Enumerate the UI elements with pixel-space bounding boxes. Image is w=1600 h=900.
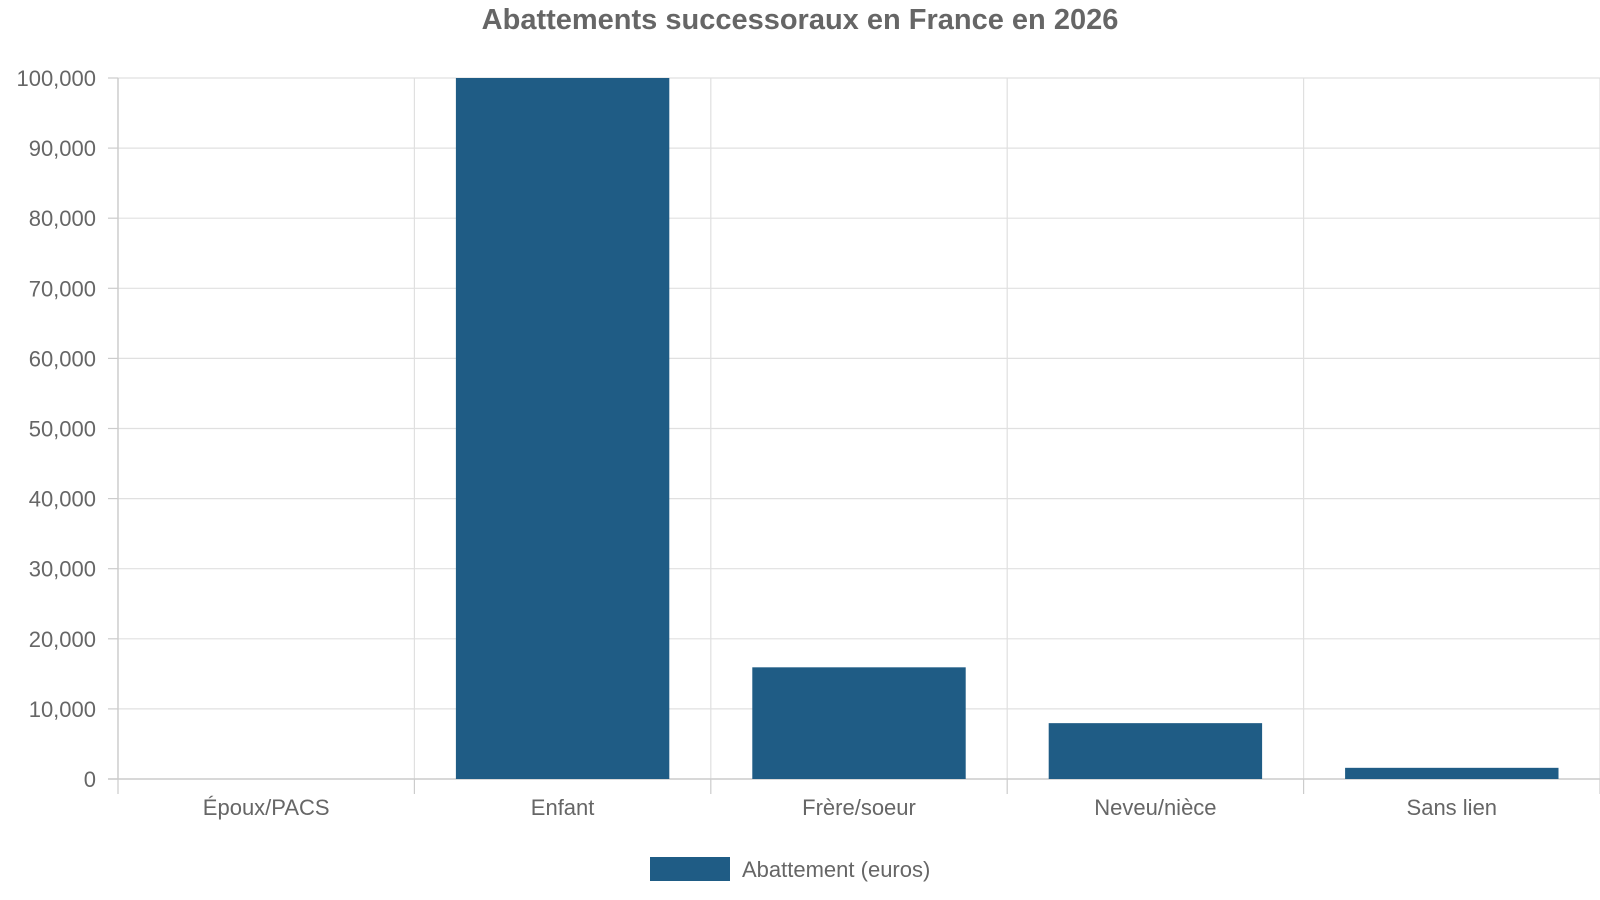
- y-tick-label: 0: [84, 767, 96, 792]
- x-tick-label: Enfant: [531, 795, 595, 820]
- x-tick-label: Neveu/nièce: [1094, 795, 1216, 820]
- y-tick-label: 10,000: [29, 697, 96, 722]
- y-tick-label: 60,000: [29, 346, 96, 371]
- y-tick-label: 20,000: [29, 627, 96, 652]
- y-tick-label: 30,000: [29, 557, 96, 582]
- legend[interactable]: Abattement (euros): [650, 857, 930, 882]
- legend-swatch[interactable]: [650, 857, 730, 881]
- x-axis-ticks: Époux/PACS Enfant Frère/soeur Neveu/nièce Sa…: [117, 779, 1600, 820]
- y-tick-label: 80,000: [29, 206, 96, 231]
- y-axis-ticks: 0 10,000 20,000 30,000 40,000 50,000 60,000 70,…: [16, 66, 118, 792]
- x-tick-label: Sans lien: [1407, 795, 1498, 820]
- legend-label[interactable]: Abattement (euros): [742, 857, 930, 882]
- y-tick-label: 100,000: [16, 66, 96, 91]
- bar[interactable]: [1345, 767, 1559, 779]
- bars: [455, 78, 1559, 779]
- x-tick-label: Frère/soeur: [802, 795, 916, 820]
- bar[interactable]: [752, 667, 966, 779]
- y-tick-label: 50,000: [29, 417, 96, 442]
- y-tick-label: 70,000: [29, 276, 96, 301]
- y-tick-label: 90,000: [29, 136, 96, 161]
- chart-title: Abattements successoraux en France en 20…: [482, 4, 1119, 36]
- x-tick-label: Époux/PACS: [203, 795, 330, 820]
- bar[interactable]: [1048, 723, 1263, 779]
- y-tick-label: 40,000: [29, 487, 96, 512]
- bar[interactable]: [455, 78, 670, 779]
